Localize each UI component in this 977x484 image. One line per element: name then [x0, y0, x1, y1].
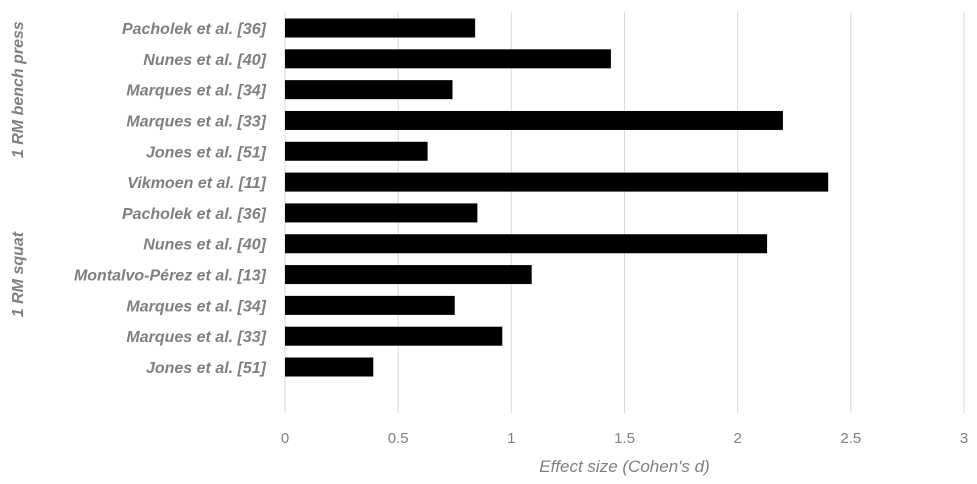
bar	[285, 203, 478, 223]
bars	[285, 18, 829, 377]
x-tick-label: 0	[281, 430, 289, 447]
bar	[285, 141, 428, 161]
group-label: 1 RM bench press	[10, 21, 27, 158]
category-label: Nunes et al. [40]	[143, 52, 266, 69]
bar	[285, 326, 503, 346]
category-label: Jones et al. [51]	[146, 144, 267, 161]
category-label: Marques et al. [33]	[126, 329, 266, 346]
bar	[285, 295, 455, 315]
bar	[285, 80, 453, 100]
bar	[285, 357, 374, 377]
bar	[285, 234, 768, 254]
category-label: Pacholek et al. [36]	[122, 206, 267, 223]
x-tick-label: 2.5	[840, 430, 861, 447]
bar	[285, 265, 532, 285]
x-tick-label: 1	[507, 430, 515, 447]
category-label: Vikmoen et al. [11]	[127, 175, 266, 192]
category-label: Jones et al. [51]	[146, 360, 267, 377]
x-tick-label: 2	[733, 430, 741, 447]
category-label: Marques et al. [33]	[126, 113, 266, 130]
group-label: 1 RM squat	[10, 231, 27, 317]
category-label: Montalvo-Pérez et al. [13]	[74, 268, 267, 285]
category-label: Marques et al. [34]	[126, 83, 266, 100]
category-label: Marques et al. [34]	[126, 298, 266, 315]
x-tick-label: 0.5	[388, 430, 409, 447]
x-axis-title: Effect size (Cohen's d)	[539, 457, 709, 476]
gridlines	[284, 12, 965, 413]
group-labels: 1 RM bench press 1 RM squat	[10, 21, 27, 317]
bar	[285, 49, 611, 69]
category-labels: Pacholek et al. [36] Nunes et al. [40] Mar…	[74, 21, 267, 377]
x-tick-label: 1.5	[614, 430, 635, 447]
category-label: Pacholek et al. [36]	[122, 21, 267, 38]
bar	[285, 18, 476, 38]
bar	[285, 110, 783, 130]
category-label: Nunes et al. [40]	[143, 237, 266, 254]
bar	[285, 172, 829, 192]
x-tick-labels: 0 0.5 1 1.5 2 2.5 3	[281, 430, 968, 447]
x-tick-label: 3	[960, 430, 968, 447]
